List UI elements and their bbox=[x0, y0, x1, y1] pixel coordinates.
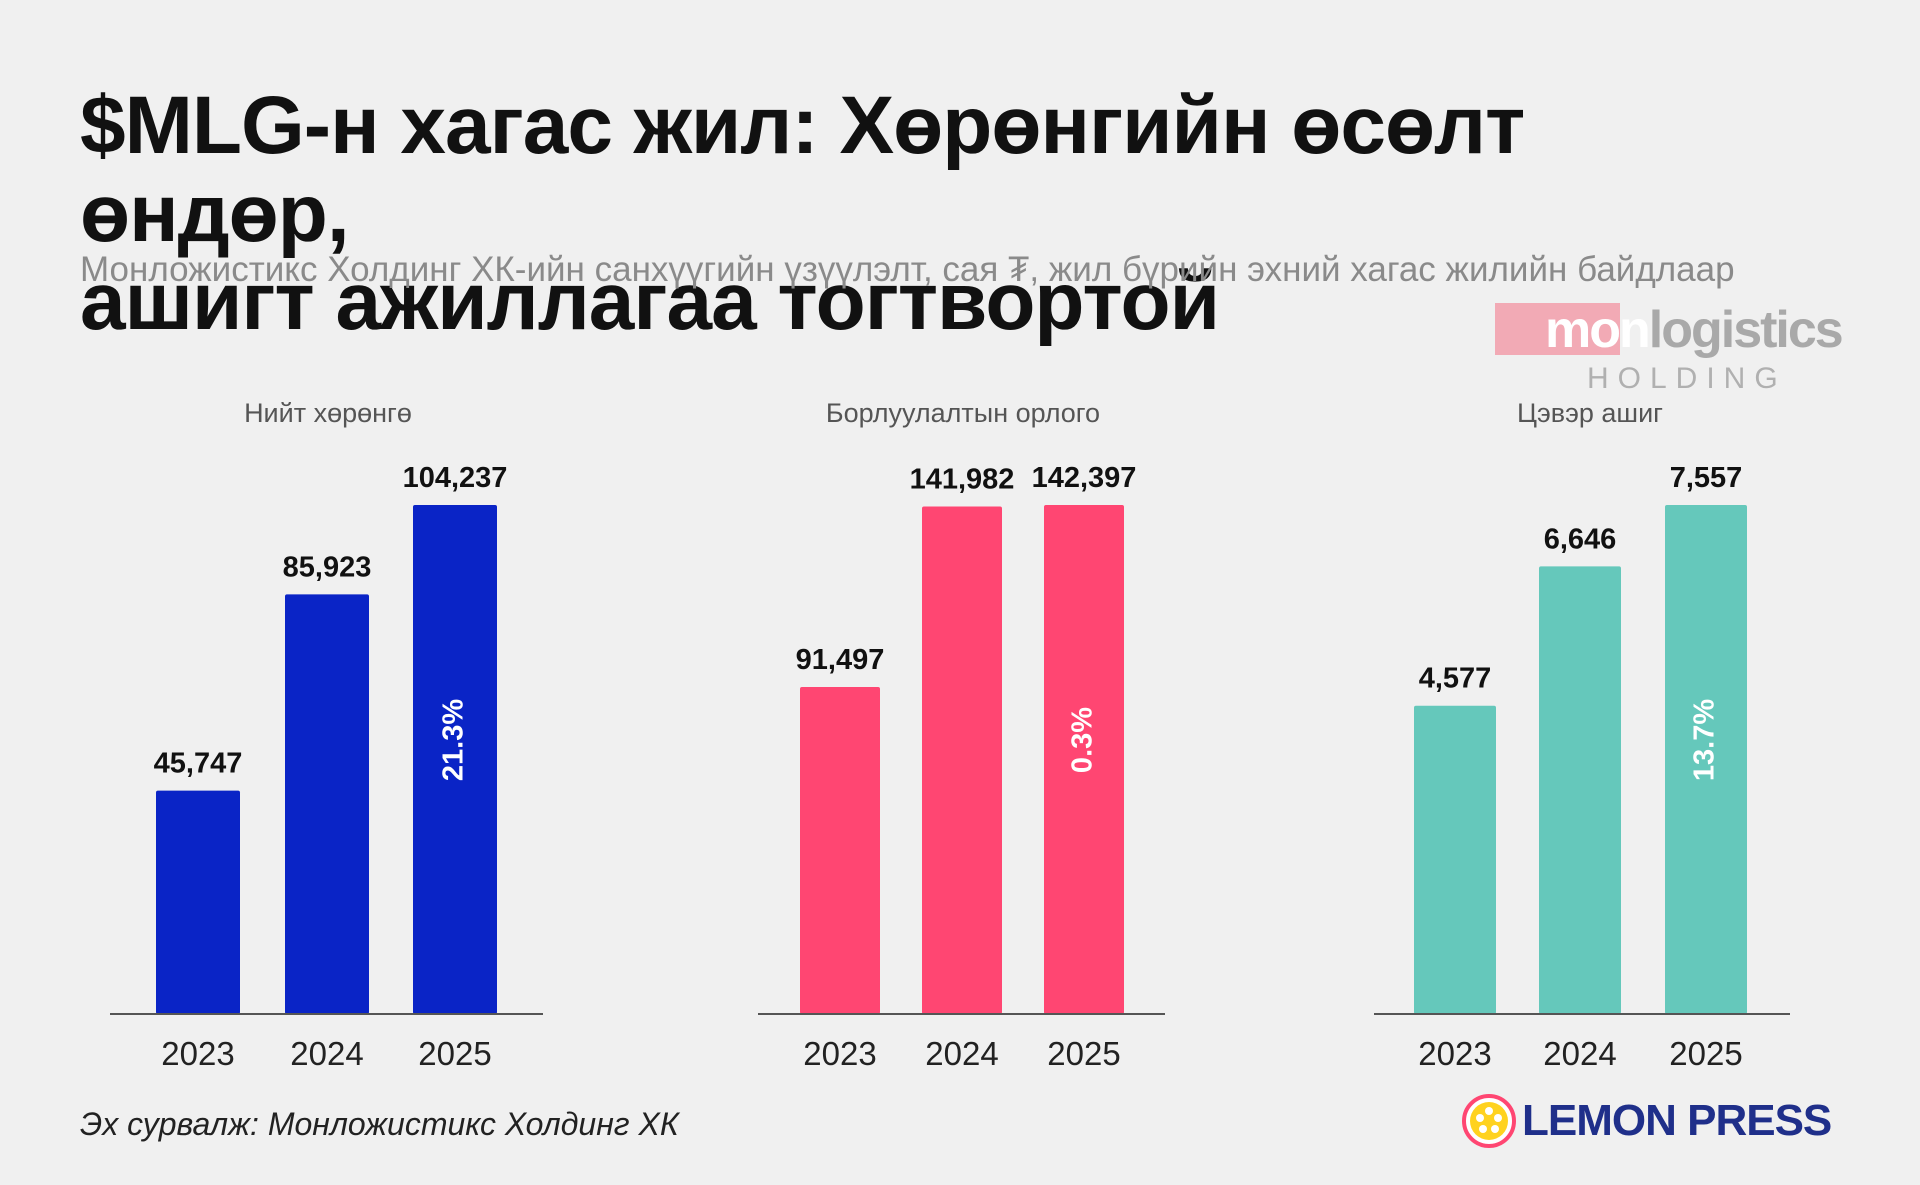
chart-title: $MLG-н хагас жил: Хөрөнгийн өсөлт өндөр,… bbox=[80, 82, 1780, 346]
value-label-2024: 141,982 bbox=[910, 463, 1015, 495]
year-label-2025: 2025 bbox=[1047, 1035, 1120, 1072]
bar-2025 bbox=[1044, 505, 1124, 1014]
year-label-2024: 2024 bbox=[925, 1035, 998, 1072]
bar-2024 bbox=[922, 506, 1002, 1014]
lemon-icon bbox=[1462, 1094, 1516, 1148]
value-label-2023: 45,747 bbox=[154, 748, 243, 780]
logo-holding: HOLDING bbox=[1587, 362, 1787, 395]
chart-3-title: Цэвэр ашиг bbox=[1517, 398, 1663, 428]
logo-wordmark: monlogistics bbox=[1545, 300, 1844, 360]
chart-1-title: Нийт хөрөнгө bbox=[244, 398, 412, 428]
growth-label: 21.3% bbox=[438, 699, 470, 781]
monlogistics-logo: monlogistics HOLDING bbox=[1495, 300, 1845, 400]
bar-2024 bbox=[285, 594, 369, 1014]
growth-label: 0.3% bbox=[1067, 707, 1099, 773]
year-label-2024: 2024 bbox=[1543, 1035, 1616, 1072]
logo-pink-box bbox=[1495, 303, 1620, 355]
bar-2023 bbox=[1414, 705, 1496, 1014]
year-label-2023: 2023 bbox=[161, 1035, 234, 1072]
year-label-2025: 2025 bbox=[1669, 1035, 1742, 1072]
year-label-2024: 2024 bbox=[290, 1035, 363, 1072]
value-label-2025: 142,397 bbox=[1032, 462, 1137, 494]
value-label-2023: 4,577 bbox=[1419, 663, 1492, 695]
value-label-2025: 104,237 bbox=[403, 462, 508, 494]
chart-2-title: Борлуулалтын орлого bbox=[826, 398, 1100, 428]
year-label-2023: 2023 bbox=[1418, 1035, 1491, 1072]
bar-2023 bbox=[800, 686, 880, 1014]
title-line-2: ашигт ажиллагаа тогтвортой bbox=[80, 256, 1220, 347]
lemon-press-logo: LEMON PRESS bbox=[1462, 1092, 1862, 1152]
title-line-1: $MLG-н хагас жил: Хөрөнгийн өсөлт өндөр, bbox=[80, 80, 1525, 259]
value-label-2025: 7,557 bbox=[1670, 462, 1743, 494]
year-label-2023: 2023 bbox=[803, 1035, 876, 1072]
lemon-press-text: LEMON PRESS bbox=[1522, 1096, 1832, 1145]
bar-2024 bbox=[1539, 566, 1621, 1014]
growth-label: 13.7% bbox=[1689, 699, 1721, 781]
logo-word-logistics: logistics bbox=[1648, 301, 1844, 359]
chart-subtitle: Монложистикс Холдинг ХК-ийн санхүүгийн ү… bbox=[80, 250, 1735, 289]
year-label-2025: 2025 bbox=[418, 1035, 491, 1072]
value-label-2023: 91,497 bbox=[796, 644, 885, 676]
bar-2025 bbox=[413, 505, 497, 1014]
value-label-2024: 6,646 bbox=[1544, 523, 1617, 555]
source-note: Эх сурвалж: Монложистикс Холдинг ХК bbox=[80, 1106, 679, 1142]
value-label-2024: 85,923 bbox=[283, 551, 372, 583]
bar-2023 bbox=[156, 790, 240, 1014]
bar-2025 bbox=[1665, 505, 1747, 1014]
logo-word-mon: mon bbox=[1545, 301, 1651, 359]
